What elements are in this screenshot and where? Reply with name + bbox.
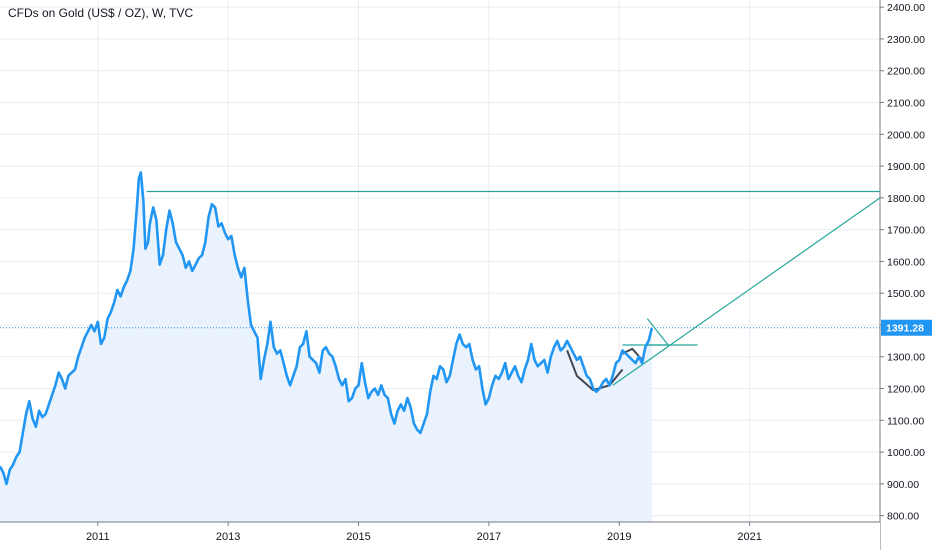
price-area-fill xyxy=(0,172,652,522)
x-tick-label: 2015 xyxy=(346,531,370,543)
x-tick-label: 2021 xyxy=(737,531,761,543)
y-tick-label: 2000.00 xyxy=(887,129,925,141)
y-tick-label: 2200.00 xyxy=(887,66,925,78)
y-tick-label: 1500.00 xyxy=(887,288,925,300)
time-axis-bg xyxy=(0,522,880,550)
x-tick-label: 2017 xyxy=(477,531,501,543)
y-tick-label: 800.00 xyxy=(887,511,919,523)
y-tick-label: 1300.00 xyxy=(887,352,925,364)
y-tick-label: 1600.00 xyxy=(887,256,925,268)
y-tick-label: 1200.00 xyxy=(887,384,925,396)
last-price-label: 1391.28 xyxy=(886,323,924,335)
x-tick-label: 2019 xyxy=(607,531,631,543)
time-axis[interactable]: 2011 2013 2015 2017 2019 2021 xyxy=(0,521,880,550)
price-axis[interactable]: 2400.00 2300.00 2200.00 2100.00 2000.00 1900.… xyxy=(879,0,932,550)
x-tick-label: 2011 xyxy=(86,531,110,543)
y-tick-label: 1700.00 xyxy=(887,225,925,237)
price-area xyxy=(0,172,652,522)
y-tick-label: 2300.00 xyxy=(887,34,925,46)
y-tick-label: 1900.00 xyxy=(887,161,925,173)
chart-title: CFDs on Gold (US$ / OZ), W, TVC xyxy=(8,6,194,20)
y-tick-label: 1000.00 xyxy=(887,447,925,459)
y-tick-label: 2100.00 xyxy=(887,98,925,110)
y-tick-label: 2400.00 xyxy=(887,2,925,14)
y-tick-label: 1800.00 xyxy=(887,193,925,205)
x-tick-label: 2013 xyxy=(216,531,240,543)
y-tick-label: 1100.00 xyxy=(887,415,924,427)
price-line-layer xyxy=(0,171,654,486)
last-price-badge xyxy=(881,319,932,336)
rising-trendline xyxy=(612,197,881,386)
price-line xyxy=(0,171,654,486)
y-tick-label: 900.00 xyxy=(887,479,919,491)
price-axis-bg xyxy=(880,0,932,550)
